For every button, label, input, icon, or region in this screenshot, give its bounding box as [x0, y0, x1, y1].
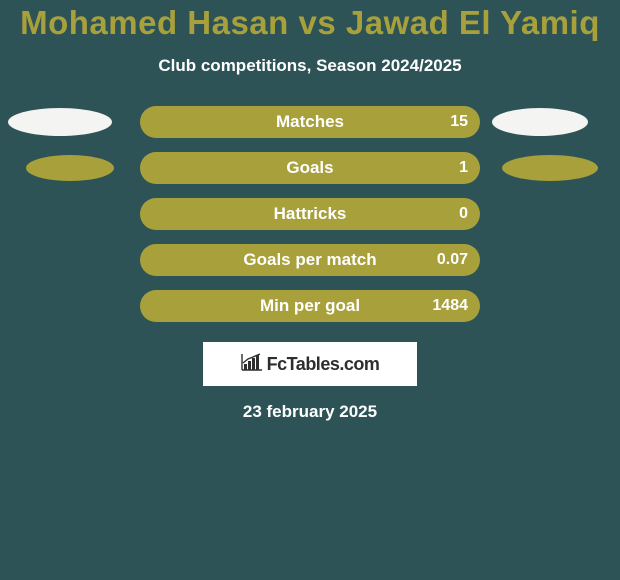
stat-row: Hattricks0	[0, 198, 620, 230]
date-text: 23 february 2025	[243, 402, 377, 421]
decor-ellipse	[8, 108, 112, 136]
decor-ellipse	[502, 155, 598, 181]
stat-value: 15	[450, 113, 468, 131]
stat-label: Goals	[140, 158, 480, 178]
brand-badge: FcTables.com	[203, 342, 417, 386]
stat-label: Min per goal	[140, 296, 480, 316]
stat-row: Min per goal1484	[0, 290, 620, 322]
stat-label: Goals per match	[140, 250, 480, 270]
stat-value: 0.07	[437, 251, 468, 269]
stat-label: Hattricks	[140, 204, 480, 224]
subtitle-text: Club competitions, Season 2024/2025	[158, 56, 461, 75]
stat-value: 0	[459, 205, 468, 223]
comparison-chart: Matches15 Goals1 Hattricks0 Goals per match…	[0, 106, 620, 322]
title-text: Mohamed Hasan vs Jawad El Yamiq	[20, 4, 600, 41]
stat-value: 1	[459, 159, 468, 177]
stat-bar: Goals per match0.07	[140, 244, 480, 276]
date-line: 23 february 2025	[0, 402, 620, 422]
stat-value: 1484	[432, 297, 468, 315]
chart-icon	[241, 353, 263, 376]
brand-text: FcTables.com	[267, 354, 380, 375]
stat-bar: Goals1	[140, 152, 480, 184]
decor-ellipse	[26, 155, 114, 181]
stat-bar: Hattricks0	[140, 198, 480, 230]
stat-bar: Matches15	[140, 106, 480, 138]
stat-label: Matches	[140, 112, 480, 132]
stat-bar: Min per goal1484	[140, 290, 480, 322]
subtitle: Club competitions, Season 2024/2025	[0, 56, 620, 76]
stat-row: Goals per match0.07	[0, 244, 620, 276]
page-title: Mohamed Hasan vs Jawad El Yamiq	[0, 0, 620, 42]
decor-ellipse	[492, 108, 588, 136]
